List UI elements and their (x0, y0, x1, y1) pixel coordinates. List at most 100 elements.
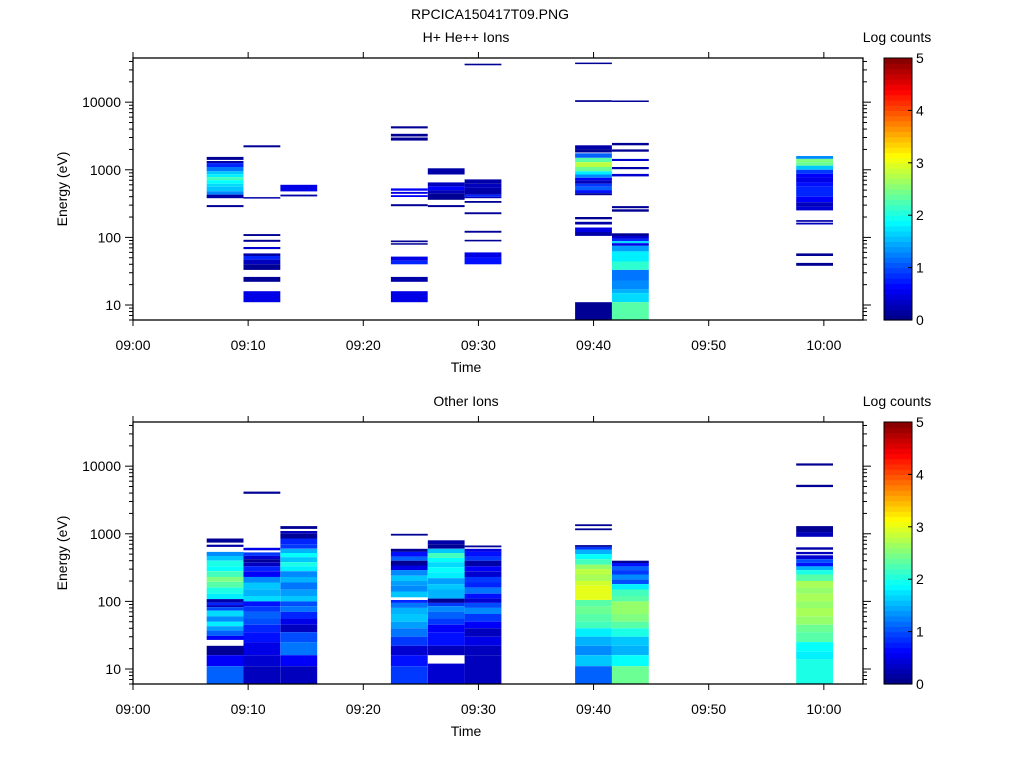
colorbar-segment (884, 547, 912, 554)
heatmap-cell (427, 553, 465, 558)
heatmap-cell (796, 526, 833, 533)
colorbar-segment (884, 589, 912, 596)
heatmap-cell (464, 560, 502, 567)
heatmap-cell (612, 574, 649, 580)
heatmap-cell (390, 607, 428, 614)
heatmap-cell (796, 632, 833, 643)
heatmap-cell (612, 570, 649, 575)
y-tick-label: 10 (105, 297, 121, 313)
heatmap-cell (427, 540, 465, 545)
heatmap-cell (206, 655, 244, 667)
heatmap-cell (243, 276, 281, 282)
heatmap-cell (206, 156, 244, 160)
heatmap-cell (206, 607, 244, 611)
colorbar-segment (884, 94, 912, 101)
colorbar-segment (884, 236, 912, 242)
colorbar-segment (884, 152, 912, 159)
colorbar-segment (884, 183, 912, 190)
heatmap-cell (206, 538, 244, 543)
heatmap-cell (575, 174, 612, 178)
heatmap-cell (243, 234, 281, 236)
heatmap-cell (612, 628, 649, 637)
heatmap-cell (427, 168, 465, 175)
heatmap-cell (612, 269, 649, 281)
heatmap-cell (796, 463, 833, 466)
plot-frame (132, 421, 864, 685)
heatmap-cell (243, 601, 281, 607)
x-tick-label: 09:40 (576, 701, 611, 717)
heatmap-cell (280, 557, 318, 563)
heatmap-cell (796, 593, 833, 602)
heatmap-cell (427, 186, 465, 191)
heatmap-cell (206, 163, 244, 167)
colorbar-segment (884, 657, 912, 664)
heatmap-cell (280, 566, 318, 572)
heatmap-cell (464, 582, 502, 588)
heatmap-cell (427, 645, 465, 656)
heatmap-cell (796, 559, 833, 563)
heatmap-cell (575, 645, 612, 656)
heatmap-cell (243, 256, 281, 260)
heatmap-cell (796, 165, 833, 170)
heatmap-cell (612, 206, 649, 209)
heatmap-cell (575, 177, 612, 181)
heatmap-cell (464, 212, 502, 215)
heatmap-cell (243, 264, 281, 270)
heatmap-cells (206, 62, 833, 320)
heatmap-cell (390, 126, 428, 129)
colorbar-segment (884, 267, 912, 274)
heatmap-cell (796, 532, 833, 537)
heatmap-cell (243, 624, 281, 633)
heatmap-cell (796, 169, 833, 174)
heatmap-cell (796, 616, 833, 625)
heatmap-cell (390, 556, 428, 561)
colorbar-segment (884, 162, 912, 169)
x-tick-label: 09:10 (231, 701, 266, 717)
heatmap-cell (575, 585, 612, 592)
colorbar-segment (884, 626, 912, 633)
heatmap-cell (280, 526, 318, 529)
heatmap-cell (612, 621, 649, 629)
heatmap-cell (280, 548, 318, 553)
colorbar-segment (884, 220, 912, 227)
heatmap-cell (243, 253, 281, 256)
heatmap-cell (612, 666, 649, 684)
heatmap-cell (206, 566, 244, 572)
colorbar-segment (884, 442, 912, 449)
heatmap-cell (280, 601, 318, 607)
heatmap-cell (796, 659, 833, 684)
colorbar-segment (884, 105, 912, 111)
colorbar-label: Log counts (863, 393, 932, 409)
heatmap-cell (206, 560, 244, 567)
heatmap-cell (390, 636, 428, 646)
heatmap-cells (206, 463, 833, 684)
heatmap-cell (280, 533, 318, 539)
colorbar-segment (884, 314, 912, 321)
colorbar-segment (884, 293, 912, 300)
heatmap-cell (280, 184, 318, 192)
heatmap-cell (575, 221, 612, 225)
heatmap-cell (427, 548, 465, 553)
colorbar-segment (884, 594, 912, 601)
heatmap-cell (796, 222, 833, 225)
heatmap-cell (390, 188, 428, 191)
heatmap-cell (427, 606, 465, 612)
colorbar-segment (884, 490, 912, 496)
heatmap-cell (464, 655, 502, 684)
heatmap-cell (575, 621, 612, 629)
heatmap-cell (796, 220, 833, 222)
heatmap-cell (206, 551, 244, 556)
colorbar-frame (883, 57, 913, 321)
colorbar-segment (884, 272, 912, 279)
colorbar-segment (884, 199, 912, 206)
colorbar-segment (884, 500, 912, 507)
heatmap-cell (796, 601, 833, 608)
heatmap-cell (796, 651, 833, 660)
heatmap-cell (796, 547, 833, 550)
heatmap-cell (612, 241, 649, 244)
heatmap-cell (427, 598, 465, 603)
x-tick-label: 10:00 (806, 701, 841, 717)
heatmap-cell (464, 614, 502, 622)
heatmap-cell (427, 602, 465, 607)
heatmap-cell (390, 240, 428, 243)
